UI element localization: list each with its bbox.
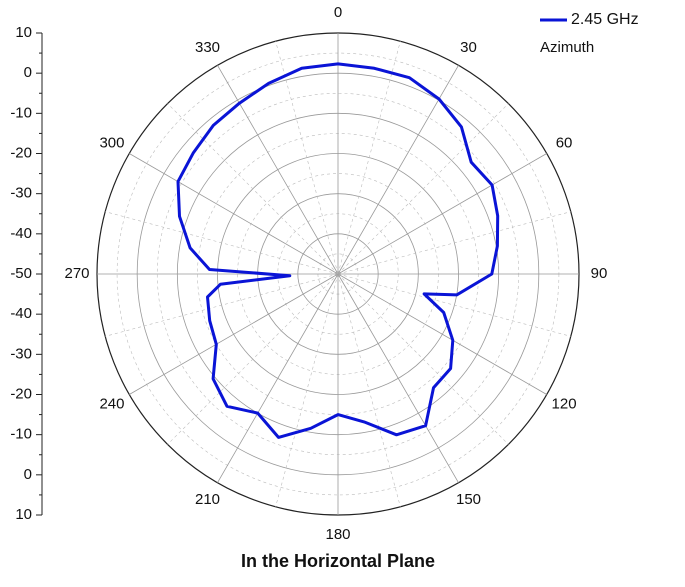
- minor-spoke: [275, 41, 339, 275]
- spoke: [217, 273, 339, 483]
- r-tick-label: 0: [24, 64, 32, 81]
- r-tick-label: -40: [10, 305, 32, 322]
- minor-spoke: [275, 273, 339, 507]
- r-tick-label: 10: [15, 506, 32, 523]
- minor-spoke: [337, 103, 509, 275]
- legend-title: Azimuth: [540, 39, 594, 56]
- angle-label: 0: [334, 4, 342, 21]
- minor-spoke: [337, 273, 401, 507]
- series-line: [176, 62, 500, 439]
- r-tick-label: -20: [10, 144, 32, 161]
- chart-title: In the Horizontal Plane: [241, 551, 435, 571]
- angle-label: 210: [195, 491, 220, 508]
- angle-label: 120: [552, 395, 577, 412]
- r-tick-label: -10: [10, 104, 32, 121]
- minor-spoke: [337, 41, 401, 275]
- spoke: [337, 273, 459, 483]
- spoke: [337, 153, 547, 275]
- angle-label: 60: [556, 134, 573, 151]
- spoke: [129, 273, 339, 395]
- minor-spoke: [337, 273, 509, 445]
- r-tick-label: -10: [10, 426, 32, 443]
- spoke: [337, 273, 547, 395]
- angle-label: 330: [195, 39, 220, 56]
- angle-label: 90: [591, 265, 608, 282]
- minor-spoke: [337, 273, 571, 337]
- spoke: [217, 65, 339, 275]
- r-tick-label: -40: [10, 225, 32, 242]
- angle-label: 180: [325, 526, 350, 543]
- minor-spoke: [105, 211, 339, 275]
- minor-spoke: [337, 211, 571, 275]
- legend-label: 2.45 GHz: [571, 11, 639, 28]
- r-tick-label: 0: [24, 466, 32, 483]
- r-tick-label: -30: [10, 345, 32, 362]
- angle-label: 240: [99, 395, 124, 412]
- minor-spoke: [167, 103, 339, 275]
- spoke: [337, 65, 459, 275]
- r-tick-label: -50: [10, 265, 32, 282]
- r-tick-label: 10: [15, 24, 32, 41]
- r-tick-label: -20: [10, 385, 32, 402]
- angle-label: 30: [460, 39, 477, 56]
- spoke: [129, 153, 339, 275]
- minor-spoke: [105, 273, 339, 337]
- angle-label: 270: [64, 265, 89, 282]
- r-tick-label: -30: [10, 185, 32, 202]
- angle-label: 300: [99, 134, 124, 151]
- angle-label: 150: [456, 491, 481, 508]
- minor-spoke: [167, 273, 339, 445]
